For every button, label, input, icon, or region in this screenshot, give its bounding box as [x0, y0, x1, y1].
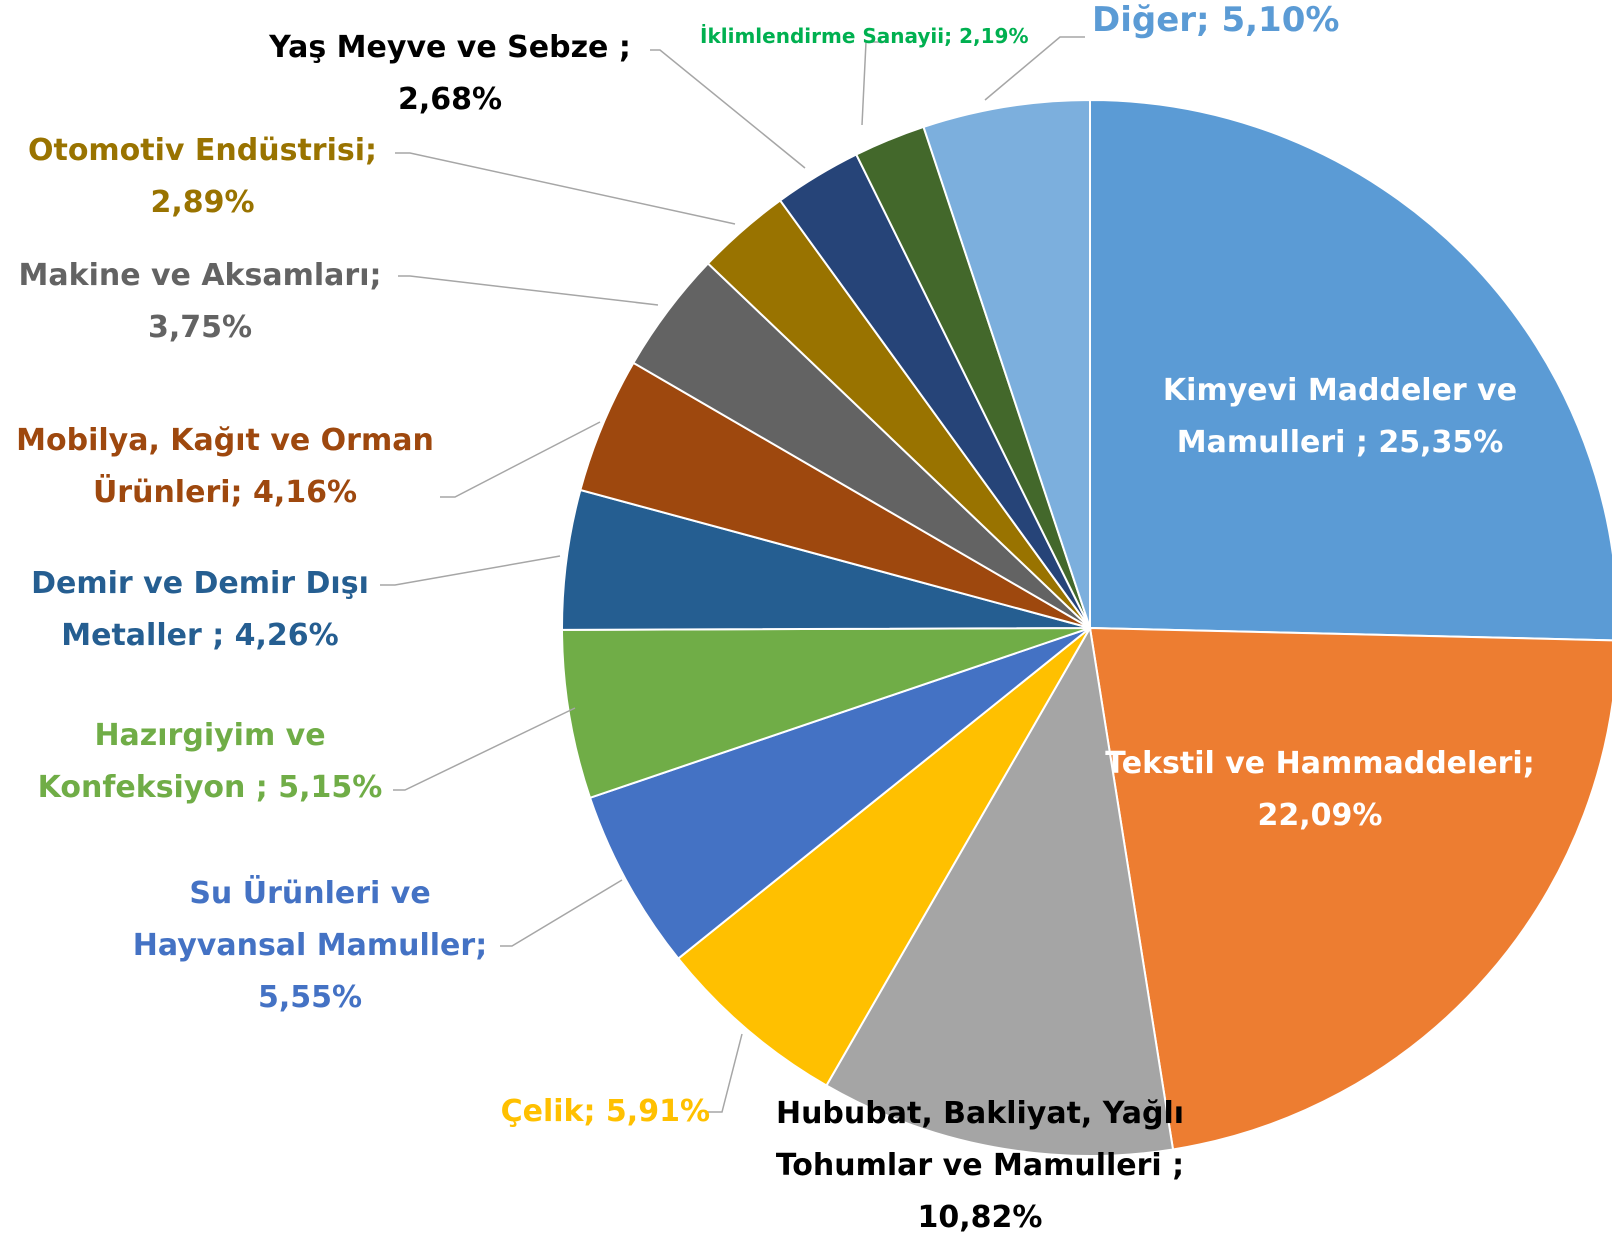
slice-label: Otomotiv Endüstrisi; 2,89% [10, 125, 395, 229]
leader-line [393, 707, 576, 791]
value-label: 5,15% [278, 770, 383, 805]
category-label: Demir ve Demir Dışı Metaller ; [31, 566, 369, 653]
leader-line [398, 275, 659, 306]
category-label: Diğer; [1092, 0, 1210, 40]
slice-label: Kimyevi Maddeler ve Mamulleri ; 25,35% [1130, 365, 1550, 469]
value-label: 4,26% [234, 618, 339, 653]
category-label: Tekstil ve Hammaddeleri; [1105, 746, 1535, 781]
slice-label: Demir ve Demir Dışı Metaller ; 4,26% [10, 558, 390, 662]
slice-label: Yaş Meyve ve Sebze ; 2,68% [250, 22, 650, 126]
value-label: 2,68% [397, 82, 503, 117]
category-label: Çelik; [500, 1094, 596, 1129]
slice-label: İklimlendirme Sanayii; 2,19% [700, 10, 1070, 62]
value-label: 10,82% [917, 1200, 1043, 1235]
leader-line [500, 879, 623, 947]
slice-label: Mobilya, Kağıt ve Orman Ürünleri; 4,16% [10, 415, 440, 519]
category-label: Otomotiv Endüstrisi; [27, 133, 378, 168]
slice-label: Hububat, Bakliyat, Yağlı Tohumlar ve Mam… [760, 1088, 1200, 1244]
leader-line [707, 1033, 743, 1113]
value-label: 4,16% [252, 475, 358, 510]
leader-line [440, 421, 601, 498]
slice-label: Tekstil ve Hammaddeleri; 22,09% [1100, 738, 1540, 842]
category-label: Hububat, Bakliyat, Yağlı Tohumlar ve Mam… [775, 1096, 1185, 1183]
value-label: 22,09% [1257, 798, 1383, 833]
value-label: 5,10% [1221, 0, 1340, 40]
category-label: Su Ürünleri ve Hayvansal Mamuller; [132, 876, 488, 963]
value-label: 5,55% [257, 980, 363, 1015]
slice [922, 98, 1091, 629]
category-label: Hazırgiyim ve Konfeksiyon ; [37, 718, 326, 805]
slice [588, 627, 1091, 960]
category-label: İklimlendirme Sanayii; [700, 24, 953, 48]
leader-line [984, 36, 1085, 101]
slice-label: Hazırgiyim ve Konfeksiyon ; 5,15% [20, 710, 400, 814]
leader-line [650, 49, 806, 169]
value-label: 5,91% [605, 1094, 710, 1129]
leader-line [861, 41, 888, 126]
category-label: Yaş Meyve ve Sebze ; [269, 30, 631, 65]
slice [1089, 98, 1612, 642]
category-label: Kimyevi Maddeler ve Mamulleri ; [1162, 373, 1518, 460]
slice-label: Çelik; 5,91% [470, 1086, 710, 1138]
leader-line [380, 555, 561, 586]
slice-label: Diğer; 5,10% [1092, 0, 1432, 46]
value-label: 2,19% [959, 24, 1029, 48]
slice-label: Makine ve Aksamları; 3,75% [0, 250, 400, 354]
slice [676, 627, 1091, 1087]
value-label: 2,89% [150, 185, 255, 220]
value-label: 3,75% [147, 310, 253, 345]
slice [1088, 626, 1612, 1151]
slice [560, 627, 1091, 800]
leader-line [395, 152, 736, 225]
category-label: Makine ve Aksamları; [18, 258, 382, 293]
pie [560, 98, 1612, 1157]
slice [825, 625, 1175, 1157]
leader-lines [380, 36, 1085, 1113]
slice-label: Su Ürünleri ve Hayvansal Mamuller; 5,55% [110, 868, 510, 1024]
category-label: Mobilya, Kağıt ve Orman Ürünleri; [16, 423, 434, 510]
value-label: 25,35% [1378, 425, 1504, 460]
